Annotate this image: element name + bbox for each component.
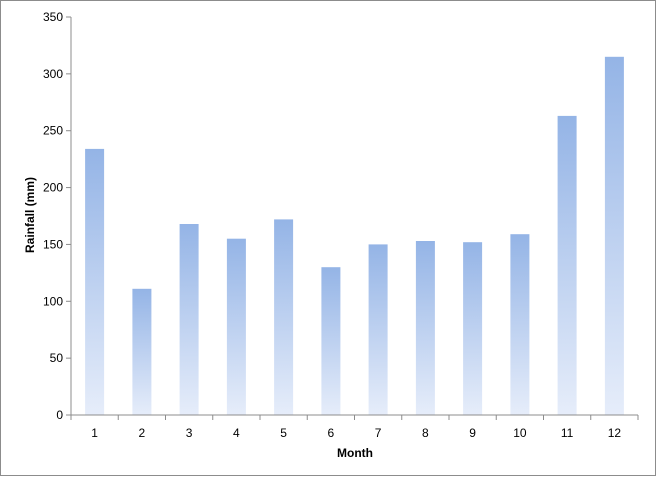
y-axis-title: Rainfall (mm) <box>23 177 37 253</box>
x-tick-label: 10 <box>513 426 527 440</box>
y-tick-label: 100 <box>43 294 63 308</box>
x-tick-label: 8 <box>422 426 429 440</box>
y-tick-label: 250 <box>43 124 63 138</box>
bar-month-11 <box>557 115 577 416</box>
bar-month-12 <box>604 56 624 416</box>
x-tick-label: 11 <box>561 426 574 440</box>
x-tick-label: 9 <box>469 426 476 440</box>
x-axis-title: Month <box>337 446 373 460</box>
bar-month-5 <box>274 219 294 415</box>
x-tick-label: 2 <box>139 426 146 440</box>
y-tick-label: 300 <box>43 67 63 81</box>
x-tick-label: 5 <box>280 426 287 440</box>
bar-series <box>85 56 624 416</box>
x-tick-label: 6 <box>328 426 335 440</box>
bar-month-3 <box>179 224 199 415</box>
x-tick-label: 1 <box>91 426 98 440</box>
bar-month-9 <box>463 242 483 415</box>
y-tick-label: 50 <box>50 351 64 365</box>
x-tick-label: 7 <box>375 426 382 440</box>
bar-month-4 <box>226 238 246 415</box>
bar-month-7 <box>368 244 388 415</box>
bar-month-1 <box>85 148 105 415</box>
y-tick-label: 0 <box>56 408 63 422</box>
x-tick-label: 4 <box>233 426 240 440</box>
bar-month-2 <box>132 288 152 415</box>
bar-month-6 <box>321 267 341 415</box>
bar-month-8 <box>415 241 435 415</box>
y-tick-label: 350 <box>43 10 63 24</box>
x-tick-label: 3 <box>186 426 193 440</box>
y-tick-label: 150 <box>43 237 63 251</box>
x-tick-label: 12 <box>608 426 622 440</box>
y-tick-label: 200 <box>43 181 63 195</box>
bar-month-10 <box>510 234 530 415</box>
axes <box>66 16 639 420</box>
